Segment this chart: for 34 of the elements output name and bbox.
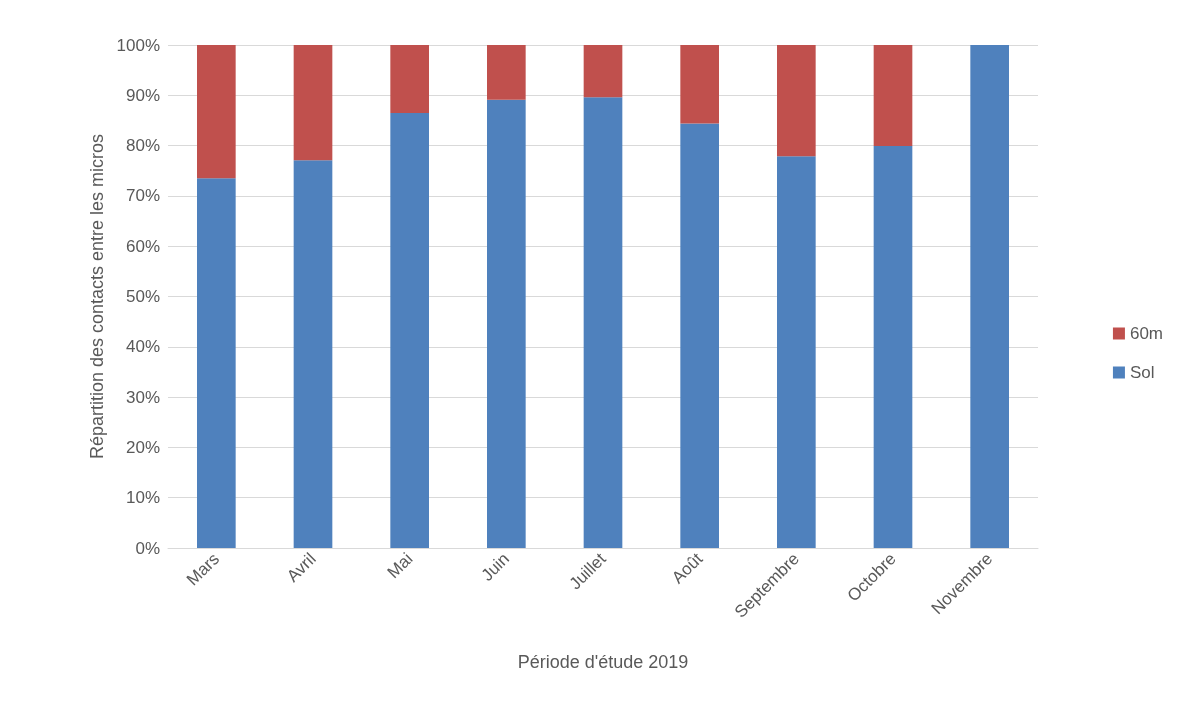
bar [873,146,913,548]
bar [293,45,333,161]
bar [197,178,236,548]
y-tick-label: 60% [125,236,160,256]
y-tick-label: 70% [125,186,160,206]
bar [583,45,623,98]
y-tick-label: 40% [125,337,160,357]
x-tick-label: Juin [477,549,514,585]
x-axis-title: Période d'étude 2019 [517,652,689,672]
x-tick-label: Mai [383,549,417,583]
bar [583,97,623,548]
legend-label: 60m [1129,324,1164,343]
y-tick-label: 50% [125,287,160,306]
legend-label: Sol [1129,363,1155,382]
y-axis-title: Répartition des contacts entre les micros [86,133,107,460]
bar [873,45,913,147]
bar [777,156,816,548]
y-tick-label: 10% [125,488,160,508]
bar [680,123,719,548]
bar [487,99,526,548]
y-tick-label: 90% [125,85,160,105]
bar [390,112,429,548]
bar [390,45,429,113]
y-tick-label: 30% [125,387,160,407]
y-tick-label: 80% [125,136,160,156]
y-tick-label: 20% [125,437,160,457]
bar [487,45,526,100]
y-tick-label: 100% [116,35,160,55]
bar [777,45,816,157]
bar [970,45,1009,548]
bar [680,45,719,124]
bar [197,45,236,179]
bar [293,160,333,548]
y-tick-label: 0% [135,538,160,558]
